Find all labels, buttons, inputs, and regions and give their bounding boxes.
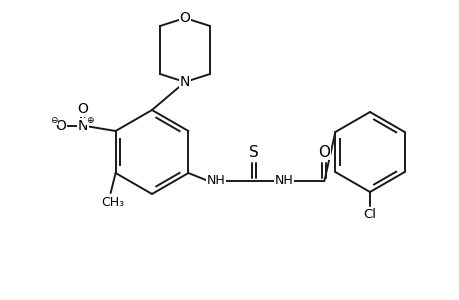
Text: NH: NH	[207, 175, 225, 188]
Text: Cl: Cl	[363, 208, 375, 220]
Text: N: N	[179, 75, 190, 89]
Text: ⊖: ⊖	[50, 116, 57, 124]
Text: N: N	[77, 119, 88, 133]
Text: O: O	[318, 145, 330, 160]
Text: O: O	[77, 102, 88, 116]
Text: O: O	[179, 11, 190, 25]
Text: ⊕: ⊕	[86, 116, 93, 124]
Text: NH: NH	[274, 175, 293, 188]
Text: CH₃: CH₃	[101, 196, 124, 208]
Text: S: S	[249, 145, 259, 160]
Text: O: O	[55, 119, 66, 133]
